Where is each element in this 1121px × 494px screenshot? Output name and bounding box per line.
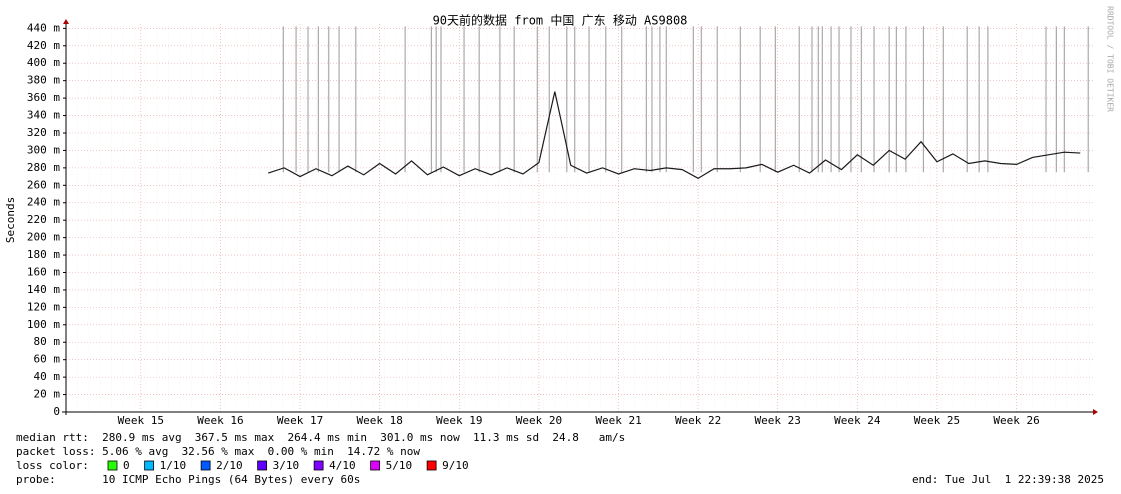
legend-label: 1/10 xyxy=(160,459,187,472)
y-tick-label: 240 m xyxy=(27,196,60,209)
x-tick-label: Week 20 xyxy=(516,414,562,427)
y-tick-label: 280 m xyxy=(27,161,60,174)
y-tick-label: 440 m xyxy=(27,21,60,34)
legend-label: 0 xyxy=(123,459,130,472)
x-tick-label: Week 21 xyxy=(595,414,641,427)
x-tick-label: Week 19 xyxy=(436,414,482,427)
y-tick-label: 360 m xyxy=(27,91,60,104)
minor-grid xyxy=(66,24,1093,412)
rtt-line xyxy=(268,91,1081,180)
legend-swatch xyxy=(257,460,268,471)
legend-swatch xyxy=(313,460,324,471)
x-tick-label: Week 15 xyxy=(118,414,164,427)
legend-swatch xyxy=(370,460,381,471)
legend-label: 9/10 xyxy=(442,459,469,472)
median-stats: median rtt: 280.9 ms avg 367.5 ms max 26… xyxy=(16,431,625,444)
y-tick-label: 180 m xyxy=(27,248,60,261)
side-note: RRDTOOL / TOBI OETIKER xyxy=(1106,6,1115,112)
y-tick-label: 420 m xyxy=(27,39,60,52)
x-tick-label: Week 22 xyxy=(675,414,721,427)
legend-label: 5/10 xyxy=(386,459,413,472)
y-axis-title: Seconds xyxy=(4,197,17,243)
y-tick-label: 320 m xyxy=(27,126,60,139)
y-arrow xyxy=(63,19,69,24)
y-tick-label: 0 xyxy=(53,405,60,418)
y-tick-label: 20 m xyxy=(34,388,61,401)
y-tick-label: 80 m xyxy=(34,335,61,348)
y-tick-label: 200 m xyxy=(27,231,60,244)
x-tick-label: Week 25 xyxy=(914,414,960,427)
loss-stats: packet loss: 5.06 % avg 32.56 % max 0.00… xyxy=(16,445,420,458)
x-tick-label: Week 18 xyxy=(356,414,402,427)
y-tick-label: 300 m xyxy=(27,143,60,156)
end-time: end: Tue Jul 1 22:39:38 2025 xyxy=(912,473,1104,486)
y-tick-label: 100 m xyxy=(27,318,60,331)
y-tick-label: 340 m xyxy=(27,109,60,122)
legend-label: 4/10 xyxy=(329,459,356,472)
x-tick-label: Week 17 xyxy=(277,414,323,427)
y-tick-label: 140 m xyxy=(27,283,60,296)
legend-swatch xyxy=(200,460,211,471)
legend-swatch xyxy=(144,460,155,471)
x-tick-label: Week 16 xyxy=(197,414,243,427)
x-arrow xyxy=(1093,409,1098,415)
y-tick-label: 160 m xyxy=(27,265,60,278)
y-tick-label: 220 m xyxy=(27,213,60,226)
probe-info: probe: 10 ICMP Echo Pings (64 Bytes) eve… xyxy=(16,473,360,486)
y-tick-label: 260 m xyxy=(27,178,60,191)
x-tick-label: Week 24 xyxy=(834,414,881,427)
y-tick-label: 60 m xyxy=(34,353,61,366)
plot-area xyxy=(66,24,1093,412)
legend-swatch xyxy=(107,460,118,471)
legend-label: 3/10 xyxy=(273,459,300,472)
legend-label: 2/10 xyxy=(216,459,243,472)
legend-label: loss color: xyxy=(16,459,89,472)
y-tick-label: 380 m xyxy=(27,74,60,87)
legend-swatch xyxy=(426,460,437,471)
chart-title: 90天前的数据 from 中国 广东 移动 AS9808 xyxy=(433,13,688,28)
y-tick-label: 40 m xyxy=(34,370,61,383)
x-tick-label: Week 23 xyxy=(755,414,801,427)
x-tick-label: Week 26 xyxy=(993,414,1039,427)
y-tick-label: 400 m xyxy=(27,56,60,69)
y-tick-label: 120 m xyxy=(27,300,60,313)
